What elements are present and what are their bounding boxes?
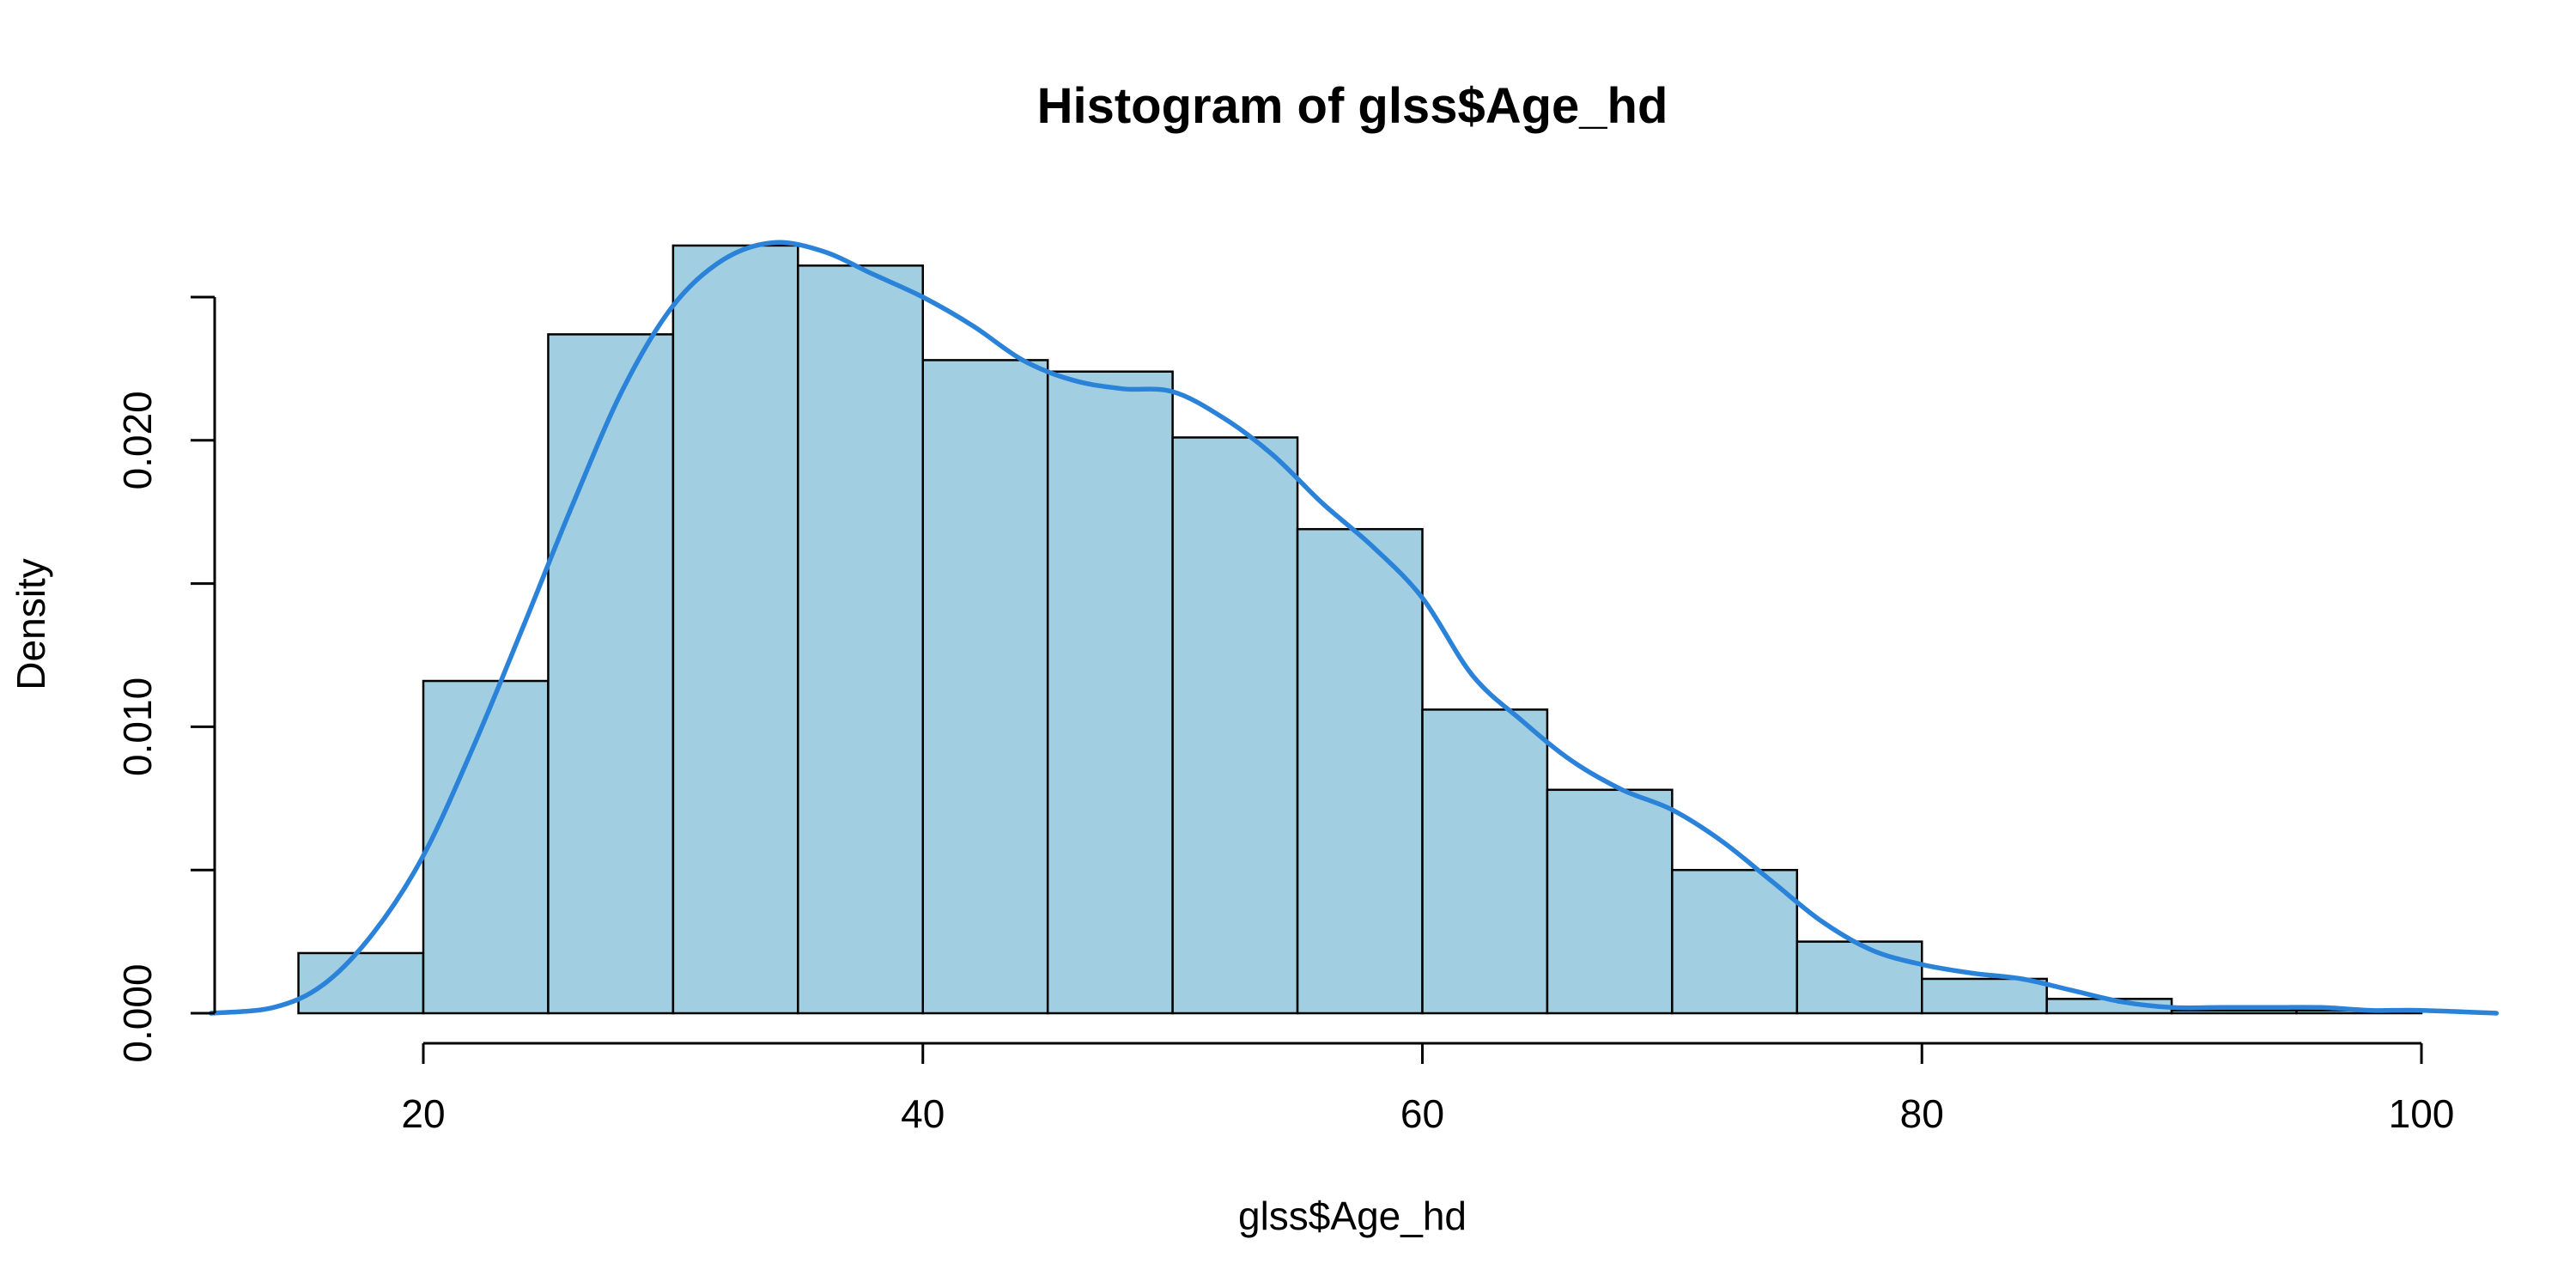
histogram-bar-10 (1546, 788, 1674, 1015)
histogram-bars (297, 244, 2423, 1015)
histogram-bar-11 (1671, 868, 1799, 1015)
density-curve (209, 240, 2500, 1016)
histogram-bar-7 (1171, 436, 1299, 1015)
x-axis: 20 40 60 80 100 (401, 1042, 2455, 1136)
histogram-bar-1 (422, 679, 550, 1015)
chart-title: Histogram of glss$Age_hd (1037, 78, 1668, 134)
y-tick-label-0: 0.000 (115, 963, 160, 1062)
y-axis-label: Density (9, 558, 53, 690)
x-tick-label-2: 60 (1400, 1091, 1444, 1136)
y-axis: 0.000 0.010 0.020 (115, 295, 216, 1063)
histogram-bar-8 (1296, 527, 1424, 1015)
x-tick-label-0: 20 (401, 1091, 445, 1136)
histogram-bar-0 (297, 951, 425, 1015)
x-tick-label-3: 80 (1900, 1091, 1944, 1136)
histogram-bar-4 (797, 264, 924, 1015)
histogram-bar-2 (547, 333, 675, 1015)
histogram-bar-5 (921, 359, 1049, 1015)
histogram-bar-13 (1921, 977, 2048, 1015)
histogram-bar-3 (671, 244, 799, 1015)
x-tick-label-1: 40 (901, 1091, 945, 1136)
histogram-bar-6 (1046, 370, 1174, 1015)
x-axis-label: glss$Age_hd (1238, 1194, 1467, 1238)
histogram-bar-15 (2170, 1009, 2298, 1015)
histogram-bar-12 (1795, 940, 1923, 1015)
y-tick-label-2: 0.010 (115, 677, 160, 776)
x-tick-label-4: 100 (2389, 1091, 2455, 1136)
histogram-bar-9 (1421, 708, 1549, 1015)
y-tick-label-4: 0.020 (115, 391, 160, 489)
